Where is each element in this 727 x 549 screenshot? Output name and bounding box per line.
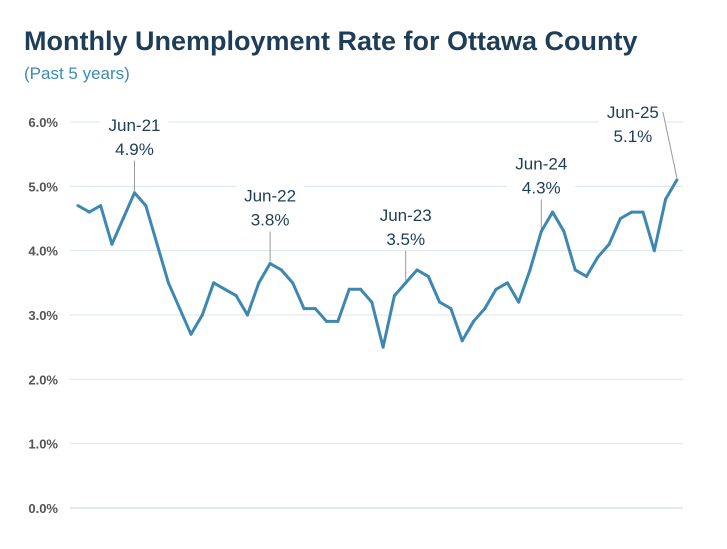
annotation-leader (662, 111, 678, 179)
annotation-box (598, 97, 667, 146)
data-point (279, 268, 283, 272)
data-point (359, 287, 362, 291)
annotation-box (371, 200, 440, 249)
y-tick-label: 5.0% (28, 179, 58, 194)
data-point (155, 242, 159, 246)
data-point (234, 294, 238, 298)
data-point (483, 307, 487, 311)
annotation-value: 5.1% (614, 127, 653, 146)
data-point (652, 249, 656, 253)
data-point (325, 319, 329, 323)
y-tick-label: 4.0% (28, 244, 58, 259)
chart-title: Monthly Unemployment Rate for Ottawa Cou… (24, 26, 638, 56)
series-line (77, 179, 679, 349)
annotation-value: 4.3% (522, 178, 561, 197)
y-tick-label: 6.0% (28, 115, 58, 130)
data-point (189, 332, 193, 336)
data-point (460, 339, 464, 343)
annotation-date: Jun-21 (109, 116, 161, 135)
data-point (505, 281, 509, 285)
data-point (144, 204, 148, 208)
data-point (585, 274, 588, 278)
annotation-box (100, 110, 169, 159)
data-point (641, 210, 645, 214)
annotation-box (236, 181, 305, 230)
data-point (291, 281, 295, 285)
data-point (426, 274, 430, 278)
data-point (87, 210, 91, 214)
data-point (438, 300, 442, 304)
data-point (494, 287, 498, 291)
data-point (449, 307, 453, 311)
annotation-date: Jun-22 (244, 187, 296, 206)
data-point (347, 287, 351, 291)
data-point (302, 307, 306, 311)
data-point (415, 268, 419, 272)
data-point (517, 300, 521, 304)
data-point (110, 242, 114, 246)
data-point (76, 204, 80, 208)
annotation-value: 3.5% (386, 230, 425, 249)
data-point (212, 281, 216, 285)
data-point (607, 242, 611, 246)
annotation-value: 3.8% (251, 211, 290, 230)
data-point (562, 229, 566, 233)
data-point (573, 268, 577, 272)
data-point (200, 313, 204, 317)
data-point (551, 210, 555, 214)
data-point (370, 300, 374, 304)
annotation-value: 4.9% (115, 140, 154, 159)
y-tick-label: 2.0% (28, 372, 58, 387)
data-point (166, 281, 170, 285)
data-point (99, 204, 103, 208)
data-point (618, 217, 622, 220)
data-point (381, 345, 385, 349)
chart-subtitle: (Past 5 years) (24, 64, 130, 83)
data-point (664, 197, 668, 201)
data-point (675, 178, 679, 182)
annotation-date: Jun-24 (515, 154, 567, 173)
y-tick-label: 0.0% (28, 501, 58, 516)
data-point (404, 281, 408, 285)
data-point (268, 262, 272, 266)
data-point (246, 313, 249, 317)
data-point (178, 307, 182, 311)
data-point (223, 287, 227, 291)
data-point (313, 307, 317, 311)
data-point (472, 319, 475, 323)
data-point (539, 229, 543, 233)
annotation-date: Jun-23 (380, 206, 432, 225)
annotation-box (507, 149, 576, 198)
data-point (121, 217, 125, 220)
data-point (528, 268, 532, 272)
data-point (596, 255, 600, 259)
data-point (257, 281, 261, 285)
y-tick-label: 3.0% (28, 308, 58, 323)
data-point (392, 294, 396, 298)
data-point (133, 191, 136, 195)
y-tick-label: 1.0% (28, 437, 58, 452)
data-point (336, 319, 340, 323)
annotation-date: Jun-25 (607, 103, 659, 122)
data-point (630, 210, 634, 214)
